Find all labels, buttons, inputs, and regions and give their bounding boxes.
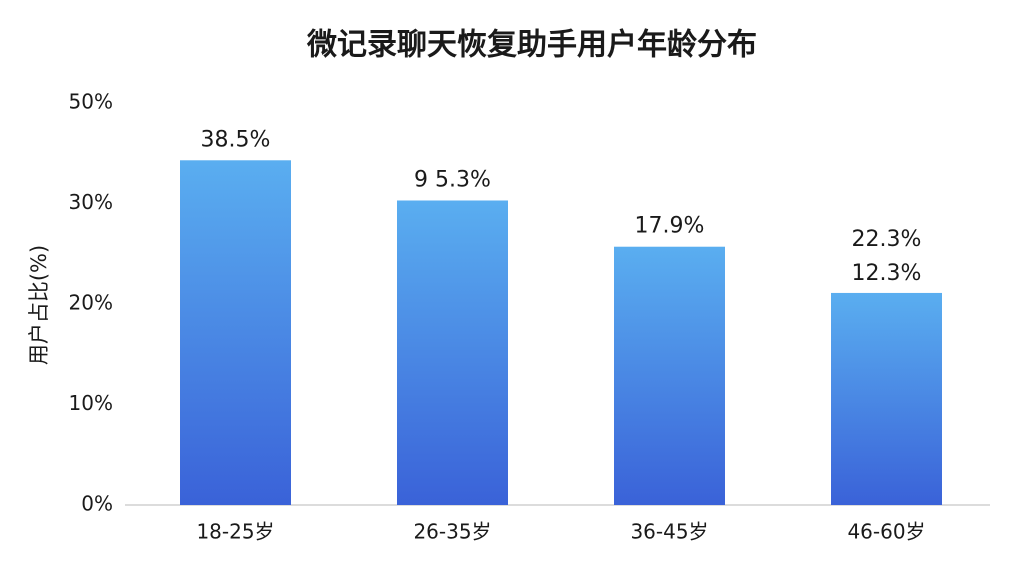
y-tick-label: 50% [69, 90, 113, 114]
y-tick-label: 0% [81, 492, 113, 516]
data-label: 22.3% [852, 227, 922, 252]
x-tick-label: 26-35岁 [413, 520, 491, 544]
bar [614, 246, 725, 505]
data-label: 38.5% [201, 127, 271, 152]
bar [831, 292, 942, 505]
data-label: 12.3% [852, 261, 922, 286]
y-tick-label: 30% [69, 190, 113, 214]
data-label: 17.9% [635, 214, 705, 239]
bar [180, 160, 291, 505]
chart-title: 微记录聊天恢复助手用户年龄分布 [306, 28, 757, 63]
data-label: 9 5.3% [414, 167, 491, 192]
x-tick-label: 46-60岁 [847, 520, 925, 544]
y-tick-label: 20% [69, 291, 113, 315]
x-tick-label: 18-25岁 [196, 520, 274, 544]
y-axis-label: 用户占比(%) [27, 245, 51, 365]
bar [397, 200, 508, 506]
y-tick-label: 10% [69, 391, 113, 415]
x-tick-label: 36-45岁 [630, 520, 708, 544]
